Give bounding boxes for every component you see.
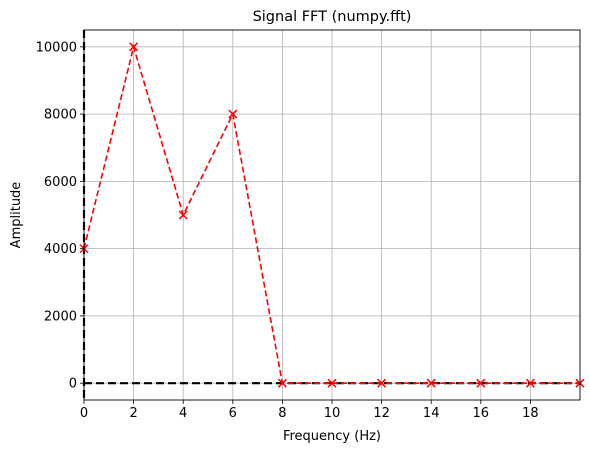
x-tick-label: 6 (229, 406, 237, 421)
x-tick-label: 18 (522, 406, 539, 421)
grid (83, 30, 580, 400)
data-point-marker (178, 210, 188, 220)
marker-stroke (129, 42, 139, 52)
y-tick-label: 8000 (44, 108, 77, 123)
y-tick-label: 6000 (44, 175, 77, 190)
marker-stroke (476, 378, 486, 388)
series-layer (79, 42, 585, 388)
data-point-marker (327, 378, 337, 388)
x-tick-label: 2 (129, 406, 137, 421)
x-tick-label: 8 (278, 406, 286, 421)
x-tick-label: 4 (179, 406, 187, 421)
marker-stroke (178, 210, 188, 220)
y-tick-label: 4000 (44, 242, 77, 257)
x-tick-label: 0 (80, 406, 88, 421)
x-tick-label: 12 (373, 406, 390, 421)
marker-stroke (525, 378, 535, 388)
y-tick-label: 10000 (36, 40, 77, 55)
chart-title: Signal FFT (numpy.fft) (253, 9, 412, 25)
y-axis-label: Amplitude (9, 182, 24, 249)
x-tick-label: 14 (423, 406, 440, 421)
data-point-marker (377, 378, 387, 388)
y-tick-label: 2000 (44, 309, 77, 324)
y-tick-label: 0 (69, 377, 77, 392)
ticks: 0 2 4 6 8 10 12 14 16 18 0 2000 4000 6000 8000 10000 (36, 40, 539, 421)
data-point-marker (476, 378, 486, 388)
marker-stroke (426, 378, 436, 388)
marker-stroke (377, 378, 387, 388)
x-axis-label: Frequency (Hz) (283, 429, 381, 444)
data-point-marker (277, 378, 287, 388)
marker-stroke (277, 378, 287, 388)
data-point-marker (228, 109, 238, 119)
data-point-marker (129, 42, 139, 52)
data-point-marker (426, 378, 436, 388)
x-tick-label: 10 (324, 406, 341, 421)
x-tick-label: 16 (473, 406, 490, 421)
data-point-marker (525, 378, 535, 388)
marker-stroke (327, 378, 337, 388)
fft-series-line (83, 43, 580, 384)
marker-stroke (228, 109, 238, 119)
